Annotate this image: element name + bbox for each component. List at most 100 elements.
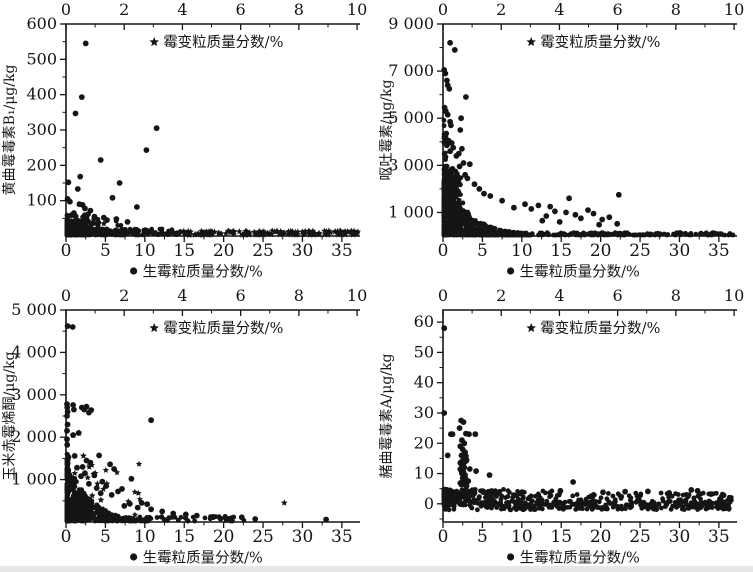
scatter-point <box>524 503 530 509</box>
scatter-point <box>552 208 558 215</box>
scatter-point <box>451 506 457 512</box>
scatter-point <box>498 500 504 506</box>
scatter-point <box>645 506 651 512</box>
scatter-point <box>522 201 528 208</box>
x-top-tick-label: 4 <box>177 0 187 19</box>
scatter-point <box>451 211 457 217</box>
star-point <box>205 231 212 238</box>
x-top-tick-label: 2 <box>119 286 129 305</box>
scatter-point <box>482 232 488 237</box>
scatter-point <box>726 494 732 500</box>
scatter-point <box>165 516 171 522</box>
y-tick-label: 50 <box>414 342 434 361</box>
scatter-point <box>520 504 526 509</box>
scatter-point <box>463 492 469 498</box>
star-point <box>211 228 218 235</box>
scatter-point <box>461 464 468 471</box>
star-point <box>100 485 107 492</box>
scatter-point <box>134 504 141 511</box>
x-bottom-tick-label: 30 <box>292 527 314 547</box>
scatter-point <box>82 470 88 477</box>
scatter-point <box>709 230 715 236</box>
scatter-plot-svg: 0 2 4 6 8 10 0 5 10 15 20 25 30 35 1 000 3 000 5 000 7 00… <box>379 0 744 281</box>
scatter-point <box>161 516 167 522</box>
scatter-point <box>85 230 90 236</box>
legend-bottom: 生霉粒质量分数/% <box>130 264 263 281</box>
scatter-point <box>656 501 661 507</box>
star-point <box>448 493 456 501</box>
star-point <box>348 229 355 236</box>
legend-bottom: 生霉粒质量分数/% <box>507 550 640 567</box>
star-point <box>321 227 328 234</box>
scatter-point <box>145 231 151 237</box>
scatter-point <box>578 215 584 222</box>
scatter-point <box>667 499 673 504</box>
scatter-point <box>441 230 447 236</box>
star-point <box>236 228 243 235</box>
scatter-point <box>102 512 108 518</box>
x-bottom-tick-label: 5 <box>477 527 488 547</box>
scatter-point <box>641 499 647 505</box>
scatter-point <box>556 505 562 510</box>
scatter-point <box>543 213 550 219</box>
scatter-point <box>487 193 494 199</box>
scatter-point <box>106 510 112 516</box>
x-top-tick-label: 4 <box>177 286 187 305</box>
scatter-point <box>443 217 449 222</box>
legend: 霉变粒质量分数/% <box>149 320 283 337</box>
axes <box>442 23 737 237</box>
scatter-point <box>525 496 531 502</box>
scatter-point <box>606 214 613 221</box>
scatter-point <box>65 466 70 471</box>
star-point <box>301 231 309 238</box>
scatter-point <box>441 117 447 123</box>
star-point <box>309 227 317 234</box>
scatter-point <box>670 503 675 509</box>
scatter-point <box>623 506 628 512</box>
scatter-point <box>138 500 145 506</box>
scatter-point <box>698 496 703 502</box>
scatter-point <box>97 157 104 163</box>
scatter-point <box>477 232 483 238</box>
scatter-point <box>672 500 678 505</box>
tick-labels: 0 2 4 6 8 10 0 5 10 15 20 25 30 35 1 000 2 000 3 000 4 00… <box>11 286 367 547</box>
star-point <box>338 231 345 238</box>
star-point <box>187 228 194 235</box>
scatter-point <box>618 503 624 509</box>
x-bottom-tick-label: 10 <box>511 527 533 547</box>
scatter-point <box>65 179 72 186</box>
star-point <box>97 496 105 503</box>
x-top-tick-label: 2 <box>496 0 506 19</box>
star-point <box>284 230 292 237</box>
scatter-point <box>238 514 245 521</box>
scatter-point <box>472 223 477 229</box>
scatter-point <box>89 220 95 227</box>
scatter-point <box>674 230 679 236</box>
star-point <box>276 231 283 238</box>
scatter-point <box>81 513 86 519</box>
tick-labels: 0 2 4 6 8 10 0 5 10 15 20 25 30 35 0 10 20 30 40 50 60 <box>414 286 745 547</box>
scatter-plot-svg: 0 2 4 6 8 100 5 10 15 20 25 30 35100200300400500600黄… <box>1 0 367 281</box>
scatter-point <box>105 227 111 233</box>
star-point <box>192 230 199 237</box>
scatter-point <box>441 492 447 498</box>
scatter-point <box>166 228 172 234</box>
subplot-vomitoxin: 0 2 4 6 8 10 0 5 10 15 20 25 30 35 1 000 3 000 5 000 7 00… <box>377 0 753 286</box>
circle-series <box>441 325 734 513</box>
scatter-point <box>537 504 542 510</box>
scatter-point <box>142 516 148 522</box>
scatter-point <box>691 495 697 501</box>
scatter-point <box>140 232 145 238</box>
scatter-point <box>461 500 467 506</box>
star-point <box>327 229 334 236</box>
star-point <box>246 231 253 238</box>
scatter-point <box>176 230 182 236</box>
x-top-tick-label: 4 <box>554 0 564 19</box>
scatter-point <box>69 324 76 330</box>
scatter-point <box>681 507 687 512</box>
scatter-point <box>499 197 505 204</box>
scatter-point <box>442 211 447 217</box>
x-top-tick-label: 10 <box>724 0 744 19</box>
scatter-point <box>466 161 473 168</box>
scatter-point <box>68 218 74 224</box>
